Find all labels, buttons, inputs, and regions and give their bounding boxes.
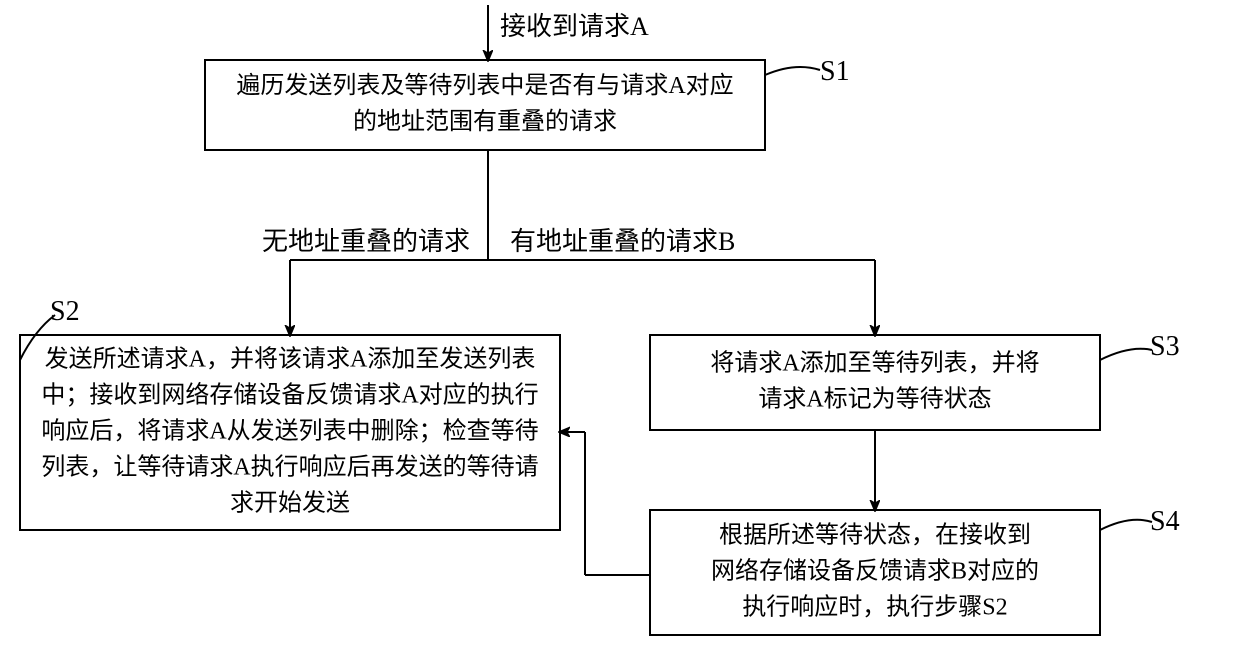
step-label-s4: S4 bbox=[1150, 506, 1180, 537]
nodes-layer: 遍历发送列表及等待列表中是否有与请求A对应的地址范围有重叠的请求发送所述请求A，… bbox=[20, 60, 1100, 635]
node-s2-text-line-4: 求开始发送 bbox=[230, 490, 350, 517]
node-s2-text-line-3: 列表，让等待请求A执行响应后再发送的等待请 bbox=[41, 454, 538, 481]
node-s4-text-line-1: 网络存储设备反馈请求B对应的 bbox=[711, 558, 1039, 585]
branch-left-label: 无地址重叠的请求 bbox=[262, 227, 470, 256]
callout-curve-s3 bbox=[1100, 349, 1152, 360]
node-s3-text-line-1: 请求A标记为等待状态 bbox=[758, 386, 991, 413]
callout-curve-s1 bbox=[765, 67, 820, 75]
node-s2-text-line-1: 中；接收到网络存储设备反馈请求A对应的执行 bbox=[41, 382, 538, 409]
node-s4-text-line-2: 执行响应时，执行步骤S2 bbox=[742, 594, 1007, 621]
branch-right-label: 有地址重叠的请求B bbox=[510, 227, 735, 256]
step-label-s3: S3 bbox=[1150, 331, 1180, 362]
node-s1-text-line-0: 遍历发送列表及等待列表中是否有与请求A对应 bbox=[236, 72, 733, 99]
node-s4-text-line-0: 根据所述等待状态，在接收到 bbox=[719, 522, 1031, 549]
node-s2-text-line-0: 发送所述请求A，并将该请求A添加至发送列表 bbox=[45, 346, 536, 373]
node-s3-text-line-0: 将请求A添加至等待列表，并将 bbox=[710, 350, 1039, 377]
node-s2-text-line-2: 响应后，将请求A从发送列表中删除；检查等待 bbox=[41, 418, 538, 445]
step-label-s2: S2 bbox=[50, 296, 80, 327]
step-label-s1: S1 bbox=[820, 56, 850, 87]
callout-curve-s4 bbox=[1100, 520, 1152, 530]
node-s3-box bbox=[650, 335, 1100, 430]
flowchart-diagram: 遍历发送列表及等待列表中是否有与请求A对应的地址范围有重叠的请求发送所述请求A，… bbox=[0, 0, 1240, 657]
start-label: 接收到请求A bbox=[500, 12, 649, 41]
node-s1-text-line-1: 的地址范围有重叠的请求 bbox=[353, 108, 617, 135]
